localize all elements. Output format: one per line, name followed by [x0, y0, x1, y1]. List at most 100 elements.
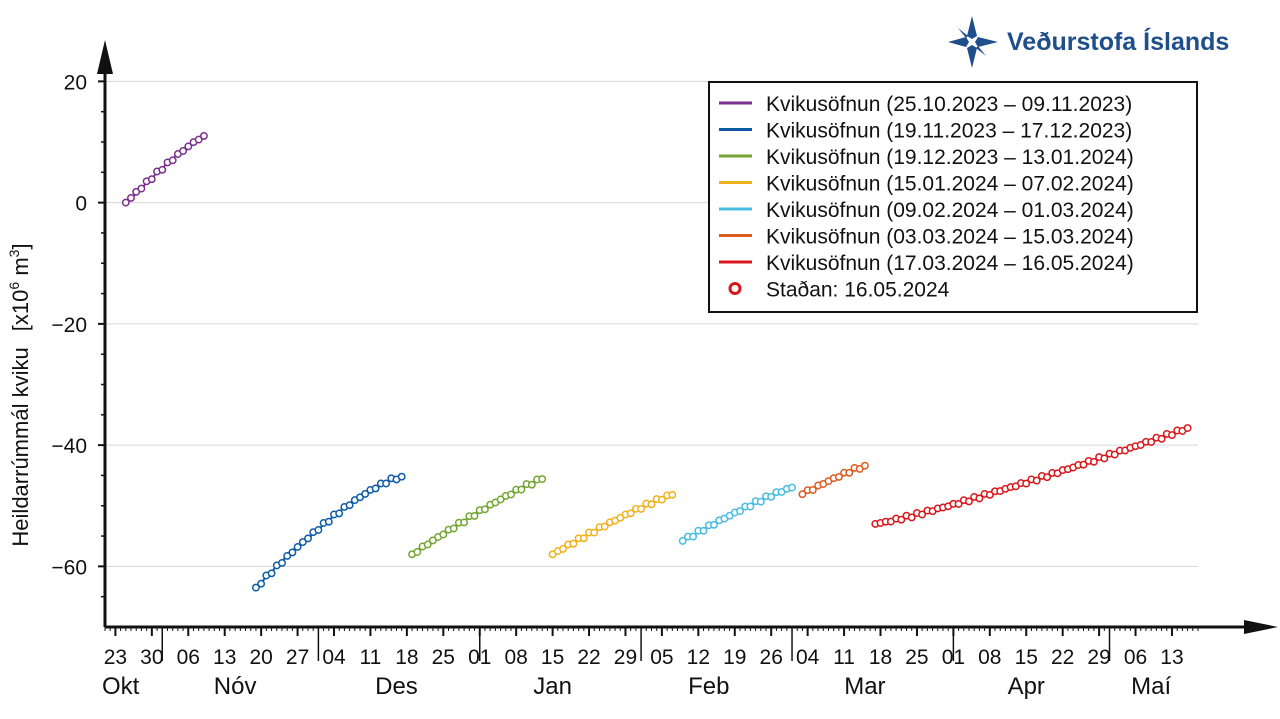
- series-point-4: [756, 497, 765, 506]
- series-point-0: [199, 131, 208, 140]
- series-point-1: [361, 489, 370, 498]
- series-point-1: [251, 583, 260, 592]
- series-point-0: [147, 175, 156, 184]
- series-point-6: [1079, 460, 1088, 469]
- legend-label-1: Kvikusöfnun (19.11.2023 – 17.12.2023): [766, 120, 1132, 143]
- x-tick-label-0: 23: [104, 646, 127, 669]
- series-point-6: [1157, 434, 1166, 443]
- series-point-0: [121, 198, 130, 207]
- x-tick-label-12: 15: [541, 646, 564, 669]
- series-point-6: [1147, 438, 1156, 446]
- series-point-0: [158, 165, 167, 174]
- x-tick-label-24: 08: [978, 646, 1001, 669]
- series-point-2: [470, 511, 479, 520]
- x-axis-arrow-icon: [1244, 620, 1278, 634]
- series-point-1: [314, 526, 323, 534]
- series-point-1: [371, 484, 380, 493]
- x-tick-labels: 23 30 06 13 20 27 04 11 18 25 01 08 15 22 29 05 12 19 26 04…: [104, 646, 1184, 669]
- y-tick-label-4: −60: [51, 556, 87, 579]
- series-point-6: [1032, 476, 1041, 485]
- month-label-6: Apr: [1008, 673, 1045, 700]
- series-line-1: [255, 475, 402, 589]
- y-tick-label-1: 0: [75, 193, 87, 216]
- series-point-6: [1168, 431, 1176, 440]
- series-point-6: [965, 497, 973, 506]
- legend-label-current: Staðan: 16.05.2024: [766, 279, 950, 302]
- series-point-0: [168, 156, 177, 165]
- series-point-3: [668, 490, 677, 499]
- series-point-1: [335, 509, 344, 518]
- legend-label-3: Kvikusöfnun (15.01.2024 – 07.02.2024): [766, 173, 1134, 196]
- series-point-2: [413, 548, 422, 556]
- series-point-5: [808, 485, 817, 494]
- series-point-0: [184, 142, 193, 151]
- x-tick-label-13: 22: [577, 646, 600, 669]
- month-label-0: Okt: [102, 673, 140, 700]
- series-point-2: [517, 485, 526, 494]
- month-label-4: Feb: [688, 673, 729, 700]
- series-point-6: [954, 500, 963, 508]
- x-tick-label-20: 11: [833, 646, 855, 669]
- series-point-2: [439, 530, 448, 539]
- series-point-6: [1183, 424, 1192, 433]
- series-point-1: [382, 479, 391, 488]
- series-point-6: [907, 513, 916, 522]
- series-point-1: [304, 534, 312, 543]
- series-point-1: [278, 558, 286, 567]
- x-tick-label-23: 01: [942, 646, 965, 669]
- series-point-2: [449, 524, 458, 533]
- series-point-3: [647, 500, 656, 509]
- series-point-1: [267, 569, 276, 578]
- series-point-4: [746, 502, 755, 511]
- month-label-5: Mar: [844, 673, 885, 700]
- series-point-3: [657, 495, 666, 504]
- series-layer: [121, 131, 1192, 592]
- x-tick-label-15: 05: [650, 646, 673, 669]
- series-point-6: [1043, 473, 1052, 482]
- series-point-0: [179, 147, 188, 155]
- series-point-2: [527, 480, 536, 489]
- x-tick-label-11: 08: [504, 646, 527, 669]
- y-tick-label-3: −40: [51, 435, 87, 458]
- month-label-1: Nóv: [214, 673, 257, 700]
- x-tick-label-1: 30: [140, 646, 163, 669]
- series-point-1: [283, 551, 292, 560]
- month-label-2: Des: [375, 673, 418, 700]
- legend-box: [708, 81, 1198, 313]
- month-labels: Okt Nóv Des Jan Feb Mar Apr Maí: [102, 673, 1172, 700]
- legend-label-2: Kvikusöfnun (19.12.2023 – 13.01.2024): [766, 146, 1134, 169]
- x-tick-label-28: 06: [1124, 646, 1147, 669]
- series-point-2: [507, 490, 515, 499]
- series-point-4: [678, 536, 687, 545]
- series-point-2: [423, 540, 432, 549]
- y-axis-arrow-icon: [97, 40, 113, 74]
- legend-label-5: Kvikusöfnun (03.03.2024 – 15.03.2024): [766, 226, 1134, 249]
- series-point-4: [788, 483, 796, 492]
- logo-text: Veðurstofa Íslands: [1007, 27, 1229, 56]
- series-point-3: [600, 522, 609, 531]
- y-axis-label-unit-mid: m: [8, 257, 33, 281]
- x-tick-label-26: 22: [1051, 646, 1074, 669]
- series-point-1: [293, 543, 302, 551]
- y-axis-label-unit-prefix: [x10: [8, 290, 33, 332]
- x-tick-label-10: 01: [468, 646, 491, 669]
- x-tick-label-9: 25: [432, 646, 455, 669]
- legend-label-6: Kvikusöfnun (17.03.2024 – 16.05.2024): [766, 252, 1134, 275]
- logo: Veðurstofa Íslands: [948, 16, 1229, 68]
- logo-star-icon: [948, 16, 998, 68]
- month-label-3: Jan: [533, 673, 572, 700]
- series-point-0: [137, 184, 146, 193]
- series-point-3: [590, 528, 599, 537]
- x-tick-label-17: 19: [723, 646, 746, 669]
- series-point-6: [897, 515, 906, 524]
- series-point-1: [324, 517, 333, 526]
- y-tick-labels: 20 0 −20 −40 −60: [51, 71, 87, 579]
- series-point-6: [1100, 454, 1109, 463]
- series-point-6: [1110, 450, 1119, 459]
- x-tick-label-3: 13: [213, 646, 236, 669]
- x-tick-label-2: 06: [177, 646, 200, 669]
- y-axis-label: Heildarrúmmál kviku [x106 m3]: [6, 243, 33, 546]
- x-tick-label-4: 20: [249, 646, 272, 669]
- legend-current-marker-icon: [728, 282, 742, 295]
- series-point-3: [637, 504, 646, 513]
